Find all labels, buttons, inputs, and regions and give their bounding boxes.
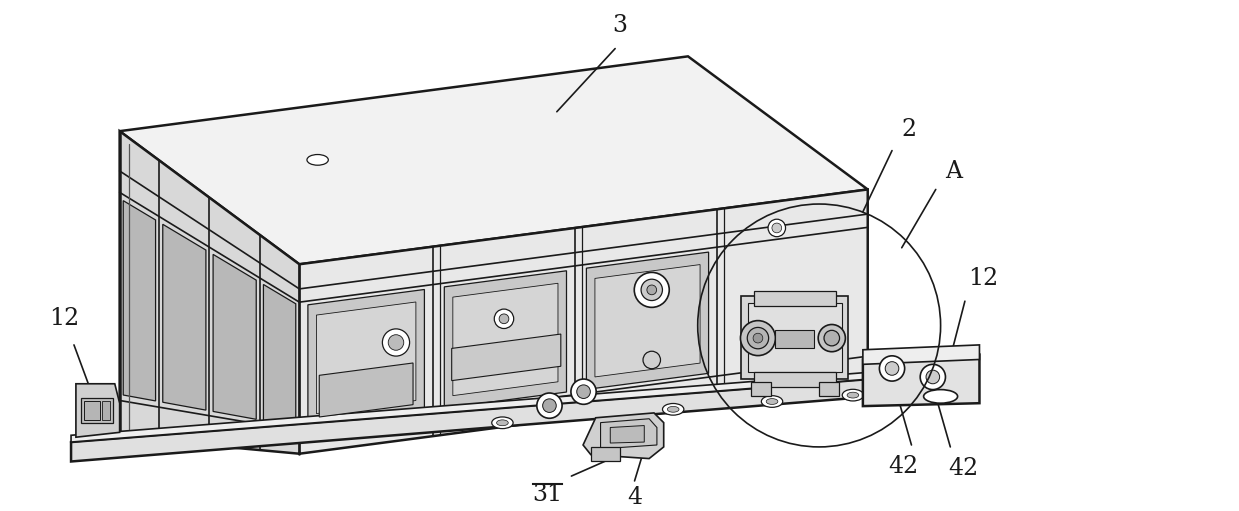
Ellipse shape [497,420,508,426]
Circle shape [383,329,410,356]
Text: 42: 42 [948,457,979,480]
Ellipse shape [492,417,513,429]
Polygon shape [316,302,416,413]
Polygon shape [81,399,113,423]
Circle shape [741,320,776,356]
Circle shape [921,364,945,389]
Circle shape [576,385,590,399]
Polygon shape [320,363,413,417]
Polygon shape [123,201,156,401]
Polygon shape [601,419,657,449]
Polygon shape [862,345,980,364]
Circle shape [818,324,845,352]
Circle shape [388,335,404,350]
Polygon shape [213,254,256,420]
Polygon shape [309,290,425,426]
Circle shape [824,330,840,346]
Ellipse shape [761,396,783,407]
Polygon shape [71,371,970,461]
Text: 12: 12 [968,267,999,290]
Ellipse shape [923,389,958,403]
Polygon shape [120,131,300,454]
Circle shape [494,309,514,329]
Ellipse shape [766,399,778,404]
Polygon shape [755,291,835,306]
Polygon shape [300,190,867,454]
Text: 12: 12 [50,307,79,330]
Polygon shape [741,296,849,379]
Ellipse shape [762,337,781,352]
Ellipse shape [663,404,684,415]
Polygon shape [445,271,566,408]
Polygon shape [586,252,709,389]
Circle shape [543,399,556,412]
Circle shape [647,285,657,295]
Ellipse shape [668,406,679,412]
Ellipse shape [307,154,328,165]
Text: 42: 42 [888,455,919,478]
Circle shape [747,328,768,349]
Polygon shape [71,364,970,442]
Circle shape [926,370,939,384]
Ellipse shape [847,392,859,398]
Polygon shape [452,334,561,381]
Circle shape [536,393,563,419]
Polygon shape [611,426,644,443]
Polygon shape [84,401,100,420]
Circle shape [753,333,763,343]
Text: 2: 2 [902,118,917,141]
Polygon shape [862,355,980,406]
Text: A: A [945,159,963,182]
Circle shape [643,351,660,369]
Circle shape [499,314,509,323]
Circle shape [772,223,782,233]
Text: 31: 31 [532,483,563,506]
Polygon shape [76,384,120,437]
Polygon shape [755,372,835,387]
Circle shape [641,279,663,300]
Polygon shape [452,283,558,396]
Text: 4: 4 [627,486,642,509]
Polygon shape [264,285,296,427]
Polygon shape [776,330,814,348]
Circle shape [571,379,596,404]
Polygon shape [584,413,664,458]
Circle shape [885,362,898,375]
Ellipse shape [843,389,864,401]
Polygon shape [591,447,620,461]
Circle shape [880,356,904,381]
Circle shape [768,219,786,237]
Polygon shape [102,401,110,420]
Polygon shape [751,382,771,397]
Text: 3: 3 [612,14,627,37]
Polygon shape [595,265,700,377]
Polygon shape [120,56,867,264]
Polygon shape [748,303,841,372]
Polygon shape [819,382,839,397]
Polygon shape [162,224,206,410]
Circle shape [634,272,669,307]
